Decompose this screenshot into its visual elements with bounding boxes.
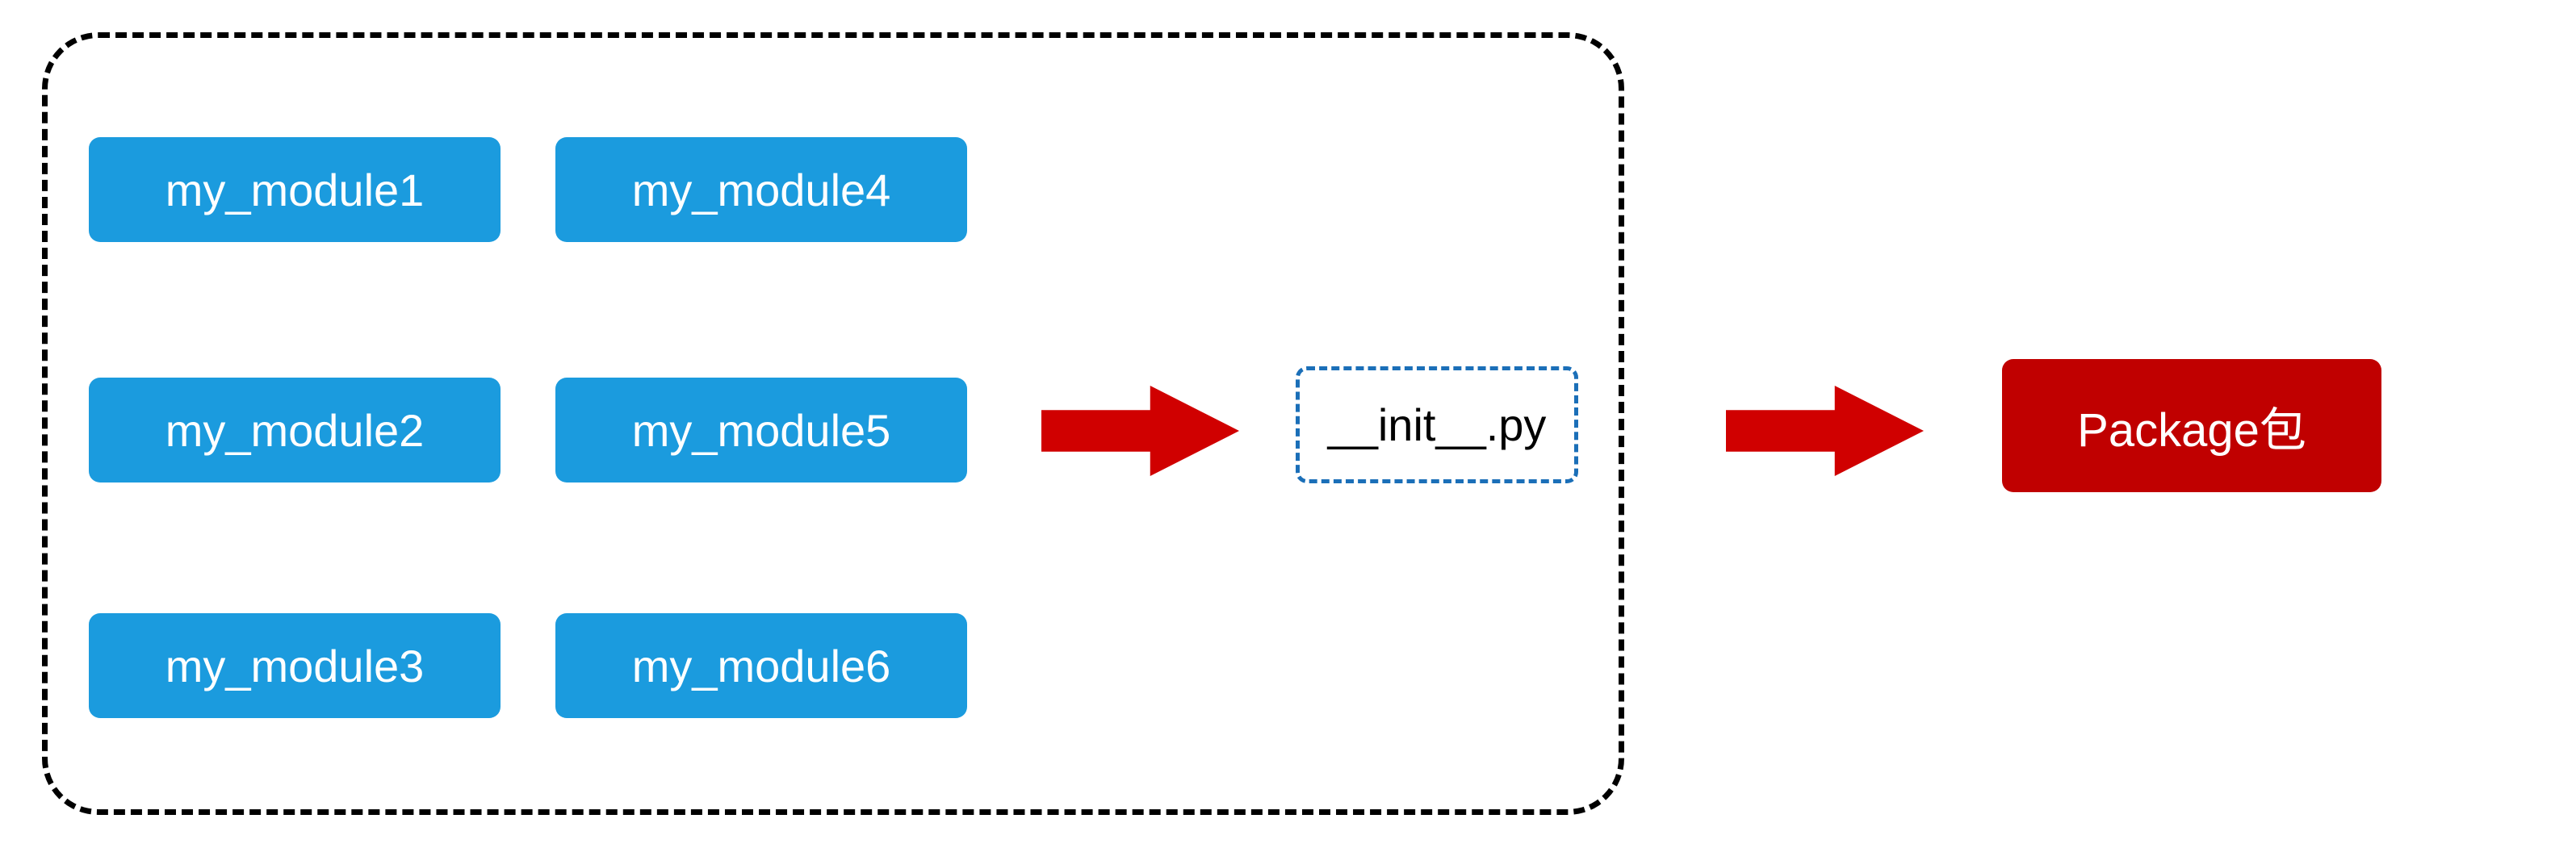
arrow-icon	[1041, 386, 1239, 476]
module-label: my_module3	[165, 640, 425, 692]
module-box: my_module1	[89, 137, 501, 242]
module-label: my_module1	[165, 164, 425, 216]
module-box: my_module2	[89, 378, 501, 482]
module-box: my_module5	[555, 378, 967, 482]
init-file-box: __init__.py	[1296, 366, 1578, 483]
diagram-canvas: my_module1 my_module4 my_module2 my_modu…	[0, 0, 2576, 848]
module-box: my_module4	[555, 137, 967, 242]
package-label: Package包	[2077, 392, 2306, 460]
module-box: my_module6	[555, 613, 967, 718]
module-label: my_module2	[165, 404, 425, 457]
module-label: my_module6	[632, 640, 891, 692]
package-box: Package包	[2002, 359, 2381, 492]
module-label: my_module5	[632, 404, 891, 457]
module-box: my_module3	[89, 613, 501, 718]
module-label: my_module4	[632, 164, 891, 216]
init-file-label: __init__.py	[1328, 399, 1547, 451]
arrow-icon	[1726, 386, 1924, 476]
